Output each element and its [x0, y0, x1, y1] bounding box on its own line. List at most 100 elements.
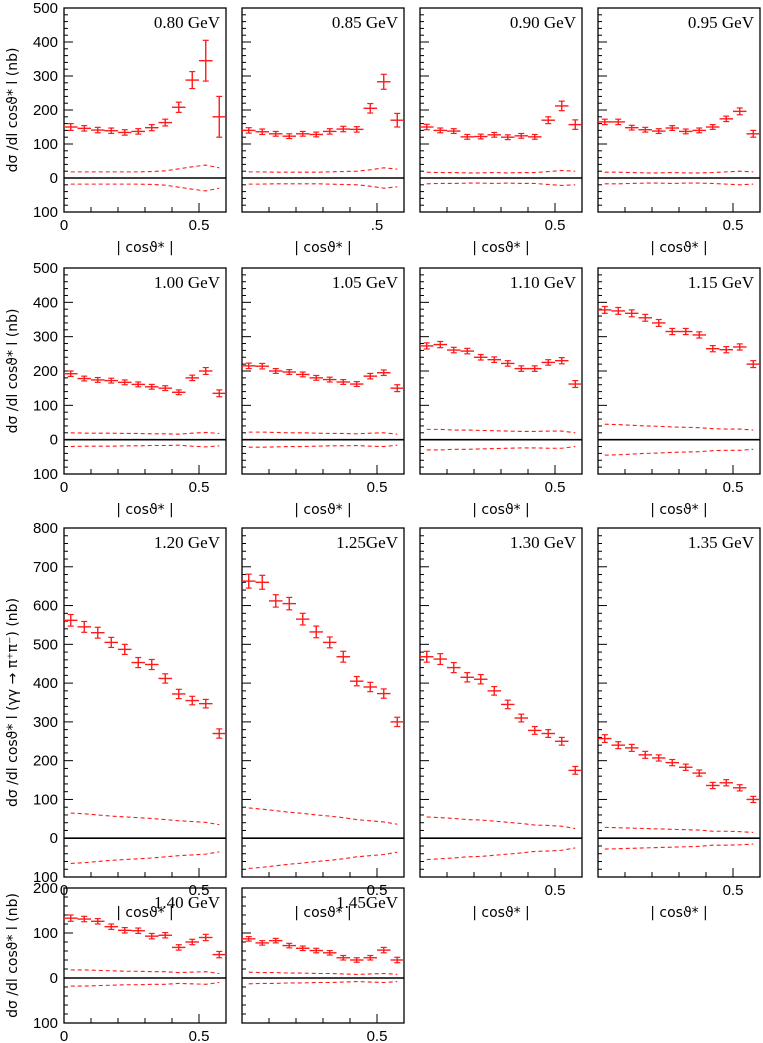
y-tick-label: 800 [33, 520, 58, 537]
panel-frame [419, 527, 583, 878]
data-point [363, 102, 377, 114]
data-point [91, 126, 105, 134]
data-point [377, 369, 391, 377]
panel-title: 0.95 GeV [688, 13, 755, 32]
panel-frame [63, 527, 227, 878]
data-point [598, 118, 612, 126]
data-point [309, 625, 323, 639]
y-tick-label: 200 [33, 363, 58, 380]
data-point [64, 914, 78, 922]
data-point [625, 309, 639, 318]
x-tick-label: 0.5 [723, 217, 744, 234]
data-point [131, 656, 145, 669]
y-tick-label: 300 [33, 329, 58, 346]
data-point [420, 342, 434, 350]
data-point [733, 784, 747, 792]
y-tick-label: 0 [50, 170, 58, 187]
data-point [199, 698, 213, 709]
x-tick-label: .5 [371, 217, 384, 234]
systematic-band-lower [426, 182, 576, 187]
data-point [158, 931, 172, 939]
data-point [555, 100, 569, 112]
data-point [77, 375, 91, 382]
data-point [665, 758, 679, 767]
panel-1: .5 | cosϑ* | 0.85 GeV [241, 7, 405, 256]
panel-frame [597, 267, 761, 475]
x-axis-label: | cosϑ* | [472, 240, 530, 256]
data-point [555, 736, 569, 746]
data-point [528, 725, 542, 735]
data-point [172, 101, 186, 113]
y-tick-label: 100 [33, 791, 58, 808]
data-point [487, 131, 501, 138]
data-point [487, 356, 501, 364]
panel-title: 0.90 GeV [510, 13, 577, 32]
data-point [282, 369, 296, 376]
x-axis-label: | cosϑ* | [116, 905, 174, 921]
data-point [131, 128, 145, 135]
systematic-band-lower [604, 448, 754, 456]
panel-title: 1.30 GeV [510, 533, 577, 552]
data-point [323, 636, 337, 649]
data-point [282, 596, 296, 611]
y-tick-label: 400 [33, 675, 58, 692]
systematic-band-lower [248, 851, 398, 870]
data-point [528, 365, 542, 372]
data-point [692, 331, 706, 339]
data-point [104, 127, 118, 135]
data-point [638, 750, 652, 759]
systematic-band-upper [426, 816, 576, 830]
panel-frame [597, 527, 761, 878]
y-tick-label: 100 [33, 466, 58, 483]
data-point [706, 781, 720, 790]
x-axis-label: | cosϑ* | [294, 240, 352, 256]
data-point [350, 126, 364, 133]
data-point [390, 716, 404, 728]
y-tick-label: 100 [33, 204, 58, 221]
data-point [323, 128, 337, 135]
data-point [242, 127, 256, 134]
panel-title: 1.20 GeV [154, 533, 221, 552]
y-tick-label: 200 [33, 880, 58, 897]
systematic-band-upper [70, 164, 220, 173]
data-point [377, 688, 391, 699]
panel-11: 0.5 | cosϑ* | 1.35 GeV [597, 527, 761, 921]
y-tick-label: 200 [33, 753, 58, 770]
data-point [447, 661, 461, 674]
systematic-band-lower [604, 843, 754, 850]
y-tick-label: 400 [33, 294, 58, 311]
y-tick-label: 100 [33, 869, 58, 886]
data-point [91, 626, 105, 639]
data-point [706, 124, 720, 130]
data-point [625, 743, 639, 752]
y-tick-label: 500 [33, 636, 58, 653]
data-point [390, 384, 404, 393]
panel-13: 0.5 | cosϑ* |1.45GeV [241, 887, 405, 1043]
panel-title: 1.15 GeV [688, 273, 755, 292]
data-point [336, 954, 350, 961]
y-tick-label: 100 [33, 136, 58, 153]
data-point [665, 125, 679, 131]
x-axis-label: | cosϑ* | [116, 240, 174, 256]
data-point [679, 763, 693, 771]
systematic-band-upper [248, 971, 398, 975]
systematic-band-upper [70, 969, 220, 975]
data-point [598, 305, 612, 314]
systematic-band-upper [604, 826, 754, 833]
y-tick-label: 300 [33, 714, 58, 731]
data-point [611, 741, 625, 750]
panel-2: 0.5 | cosϑ* | 0.90 GeV [419, 7, 583, 256]
y-tick-label: 100 [33, 397, 58, 414]
data-point [131, 381, 145, 388]
data-point [309, 131, 323, 138]
data-point [433, 653, 447, 666]
x-tick-label: 0.5 [189, 1028, 210, 1043]
y-axis-label: dσ /dl cosϑ* l (nb) [5, 893, 21, 1018]
y-tick-label: 0 [50, 432, 58, 449]
panel-title: 1.10 GeV [510, 273, 577, 292]
panel-title: 0.80 GeV [154, 13, 221, 32]
panel-title: 0.85 GeV [332, 13, 399, 32]
